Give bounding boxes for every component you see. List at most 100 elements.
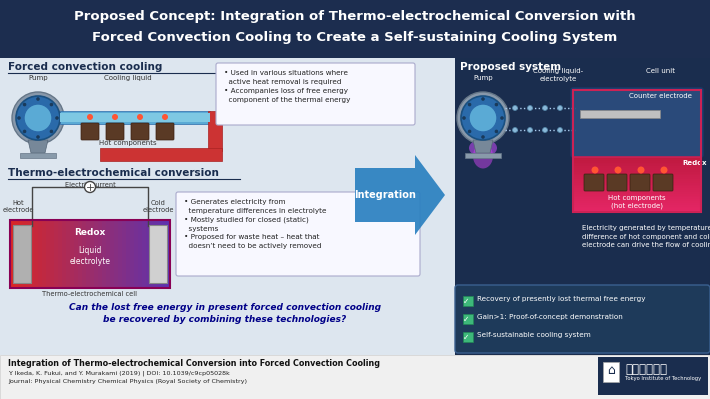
Bar — [465, 153, 501, 158]
Circle shape — [12, 92, 64, 144]
Bar — [46, 220, 50, 288]
Circle shape — [591, 166, 599, 174]
Ellipse shape — [473, 144, 493, 168]
Text: Gain>1: Proof-of-concept demonstration: Gain>1: Proof-of-concept demonstration — [477, 314, 623, 320]
Bar — [134, 220, 138, 288]
Bar — [118, 220, 123, 288]
Circle shape — [495, 103, 498, 107]
Circle shape — [513, 105, 518, 111]
Bar — [463, 332, 473, 342]
Text: Counter electrode: Counter electrode — [628, 93, 692, 99]
Bar — [30, 220, 35, 288]
Bar — [90, 220, 94, 288]
Circle shape — [528, 128, 532, 132]
Bar — [208, 111, 222, 151]
Text: ✓: ✓ — [463, 333, 469, 342]
Text: ⌂: ⌂ — [607, 364, 615, 377]
Bar — [573, 162, 701, 165]
Bar — [110, 220, 114, 288]
Bar — [38, 220, 43, 288]
Bar — [573, 205, 701, 207]
Bar — [78, 220, 82, 288]
Bar — [573, 203, 701, 205]
Bar — [142, 220, 146, 288]
Circle shape — [542, 105, 547, 111]
Bar — [98, 220, 102, 288]
Bar — [573, 196, 701, 198]
FancyBboxPatch shape — [455, 285, 710, 353]
Text: Redox: Redox — [75, 228, 106, 237]
Polygon shape — [355, 155, 445, 235]
Bar — [573, 174, 701, 176]
Bar — [573, 192, 701, 194]
Circle shape — [36, 135, 40, 139]
FancyBboxPatch shape — [176, 192, 420, 276]
Circle shape — [557, 128, 562, 132]
Bar — [54, 220, 58, 288]
Text: Y. Ikeda, K. Fukui, and Y. Murakami (2019) | DOI: 10.1039/c9cp05028k: Y. Ikeda, K. Fukui, and Y. Murakami (201… — [8, 370, 230, 375]
Text: Electric current: Electric current — [65, 182, 115, 188]
Bar — [573, 90, 701, 212]
Circle shape — [84, 182, 96, 192]
Text: • Used in various situations where
  active heat removal is required
• Accompani: • Used in various situations where activ… — [224, 70, 350, 103]
Circle shape — [495, 130, 498, 133]
Bar — [18, 220, 23, 288]
Bar — [94, 220, 99, 288]
Bar — [158, 220, 163, 288]
Bar — [573, 198, 701, 200]
Bar — [573, 159, 701, 161]
Bar — [13, 225, 31, 283]
Text: Can the lost free energy in present forced convection cooling: Can the lost free energy in present forc… — [69, 303, 381, 312]
Circle shape — [23, 103, 26, 107]
Bar — [573, 186, 701, 189]
Bar — [573, 175, 701, 178]
Text: Pump: Pump — [28, 75, 48, 81]
Circle shape — [457, 92, 509, 144]
Circle shape — [55, 116, 59, 120]
Text: ✓: ✓ — [463, 297, 469, 306]
Text: Tokyo Institute of Technology: Tokyo Institute of Technology — [625, 376, 701, 381]
FancyBboxPatch shape — [653, 174, 673, 191]
Bar — [166, 220, 170, 288]
Circle shape — [614, 166, 621, 174]
FancyBboxPatch shape — [607, 174, 627, 191]
Bar — [14, 220, 18, 288]
Bar — [573, 183, 701, 185]
Bar — [573, 207, 701, 209]
Text: Hot components
(hot electrode): Hot components (hot electrode) — [608, 195, 666, 209]
Text: Proposed system: Proposed system — [460, 62, 561, 72]
FancyBboxPatch shape — [630, 174, 650, 191]
Circle shape — [660, 166, 667, 174]
Circle shape — [513, 128, 518, 132]
Text: Liquid
electrolyte: Liquid electrolyte — [70, 246, 111, 266]
Circle shape — [462, 116, 466, 120]
Circle shape — [468, 130, 471, 133]
Bar — [573, 194, 701, 196]
Circle shape — [468, 103, 471, 107]
Bar — [60, 111, 210, 124]
FancyBboxPatch shape — [156, 123, 174, 140]
Bar — [50, 220, 55, 288]
Bar — [26, 220, 31, 288]
Bar — [70, 220, 75, 288]
Bar — [573, 184, 701, 187]
Circle shape — [528, 105, 532, 111]
Bar — [598, 357, 708, 395]
Circle shape — [481, 97, 485, 101]
Text: Hot
electrode: Hot electrode — [2, 200, 34, 213]
FancyBboxPatch shape — [571, 88, 703, 157]
Bar — [573, 161, 701, 163]
Bar — [573, 166, 701, 168]
Bar — [573, 188, 701, 190]
Circle shape — [87, 114, 93, 120]
Circle shape — [50, 130, 53, 133]
Bar — [573, 168, 701, 170]
Bar — [114, 220, 119, 288]
Text: Redox: Redox — [683, 160, 707, 166]
Text: Thermo-electrochemical cell: Thermo-electrochemical cell — [43, 291, 138, 297]
Bar — [573, 164, 701, 167]
Bar — [86, 220, 90, 288]
Circle shape — [16, 96, 60, 140]
Bar — [22, 220, 26, 288]
Bar — [149, 225, 167, 283]
